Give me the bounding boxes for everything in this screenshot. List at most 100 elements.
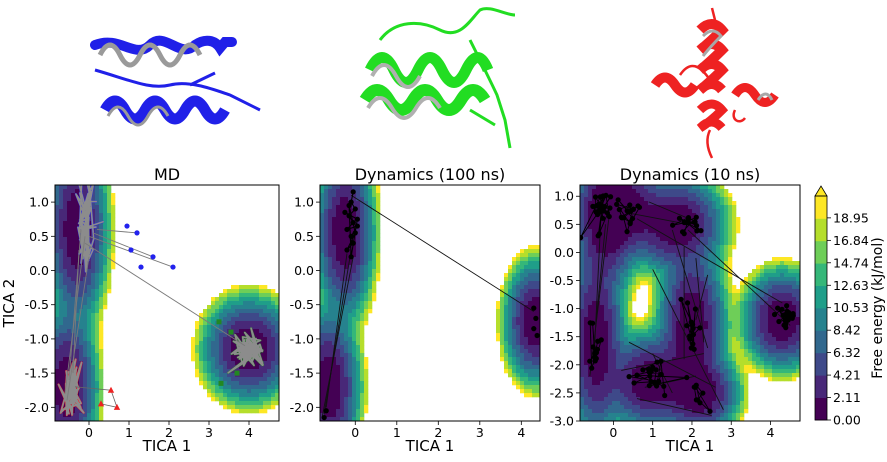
- energy-cell: [320, 257, 324, 261]
- energy-cell: [324, 293, 328, 297]
- energy-cell: [368, 273, 372, 277]
- energy-cell: [215, 361, 219, 365]
- energy-cell: [720, 341, 724, 345]
- energy-cell: [59, 349, 63, 353]
- energy-cell: [223, 317, 227, 321]
- energy-cell: [332, 285, 336, 289]
- energy-cell: [732, 225, 736, 229]
- energy-cell: [516, 381, 520, 385]
- energy-cell: [720, 209, 724, 213]
- energy-cell: [99, 281, 103, 285]
- energy-cell: [628, 385, 632, 389]
- energy-cell: [704, 265, 708, 269]
- energy-cell: [716, 313, 720, 317]
- energy-cell: [59, 233, 63, 237]
- energy-cell: [500, 309, 504, 313]
- energy-cell: [760, 313, 764, 317]
- energy-cell: [55, 217, 59, 221]
- energy-cell: [107, 221, 111, 225]
- energy-cell: [352, 353, 356, 357]
- energy-cell: [624, 245, 628, 249]
- energy-cell: [55, 285, 59, 289]
- energy-cell: [320, 193, 324, 197]
- energy-cell: [336, 189, 340, 193]
- energy-cell: [360, 333, 364, 337]
- energy-cell: [636, 185, 640, 189]
- energy-cell: [512, 373, 516, 377]
- energy-cell: [516, 269, 520, 273]
- energy-cell: [235, 313, 239, 317]
- energy-cell: [604, 385, 608, 389]
- energy-cell: [219, 333, 223, 337]
- energy-cell: [580, 293, 584, 297]
- energy-cell: [708, 269, 712, 273]
- energy-cell: [344, 393, 348, 397]
- energy-cell: [700, 373, 704, 377]
- energy-cell: [524, 329, 528, 333]
- energy-cell: [364, 241, 368, 245]
- energy-cell: [91, 285, 95, 289]
- energy-cell: [680, 209, 684, 213]
- energy-cell: [740, 381, 744, 385]
- energy-cell: [271, 373, 275, 377]
- energy-cell: [744, 365, 748, 369]
- energy-cell: [672, 249, 676, 253]
- energy-cell: [59, 197, 63, 201]
- energy-cell: [111, 205, 115, 209]
- energy-cell: [676, 333, 680, 337]
- energy-cell: [223, 373, 227, 377]
- energy-cell: [716, 269, 720, 273]
- energy-cell: [55, 261, 59, 265]
- energy-cell: [103, 213, 107, 217]
- energy-cell: [792, 341, 796, 345]
- energy-cell: [320, 313, 324, 317]
- energy-cell: [227, 341, 231, 345]
- energy-cell: [368, 277, 372, 281]
- energy-cell: [107, 217, 111, 221]
- energy-cell: [732, 337, 736, 341]
- energy-cell: [520, 273, 524, 277]
- energy-cell: [628, 369, 632, 373]
- energy-cell: [684, 381, 688, 385]
- energy-cell: [532, 273, 536, 277]
- energy-cell: [243, 321, 247, 325]
- energy-cell: [772, 365, 776, 369]
- energy-cell: [352, 273, 356, 277]
- energy-cell: [95, 253, 99, 257]
- energy-cell: [223, 321, 227, 325]
- data-point: [342, 210, 347, 215]
- energy-cell: [332, 365, 336, 369]
- energy-cell: [532, 321, 536, 325]
- energy-cell: [324, 221, 328, 225]
- energy-cell: [235, 305, 239, 309]
- energy-cell: [332, 281, 336, 285]
- energy-cell: [776, 277, 780, 281]
- energy-cell: [372, 257, 376, 261]
- energy-cell: [59, 249, 63, 253]
- energy-cell: [87, 365, 91, 369]
- energy-cell: [656, 333, 660, 337]
- energy-cell: [55, 377, 59, 381]
- energy-cell: [624, 257, 628, 261]
- energy-cell: [516, 349, 520, 353]
- energy-cell: [688, 369, 692, 373]
- energy-cell: [580, 257, 584, 261]
- energy-cell: [772, 261, 776, 265]
- energy-cell: [239, 301, 243, 305]
- energy-cell: [59, 369, 63, 373]
- energy-cell: [708, 193, 712, 197]
- energy-cell: [652, 193, 656, 197]
- energy-cell: [784, 365, 788, 369]
- energy-cell: [616, 329, 620, 333]
- energy-cell: [324, 349, 328, 353]
- energy-cell: [83, 309, 87, 313]
- energy-cell: [71, 261, 75, 265]
- energy-cell: [344, 193, 348, 197]
- energy-cell: [332, 329, 336, 333]
- energy-cell: [340, 241, 344, 245]
- energy-cell: [320, 249, 324, 253]
- energy-cell: [528, 269, 532, 273]
- energy-cell: [640, 277, 644, 281]
- energy-cell: [744, 293, 748, 297]
- energy-cell: [235, 285, 239, 289]
